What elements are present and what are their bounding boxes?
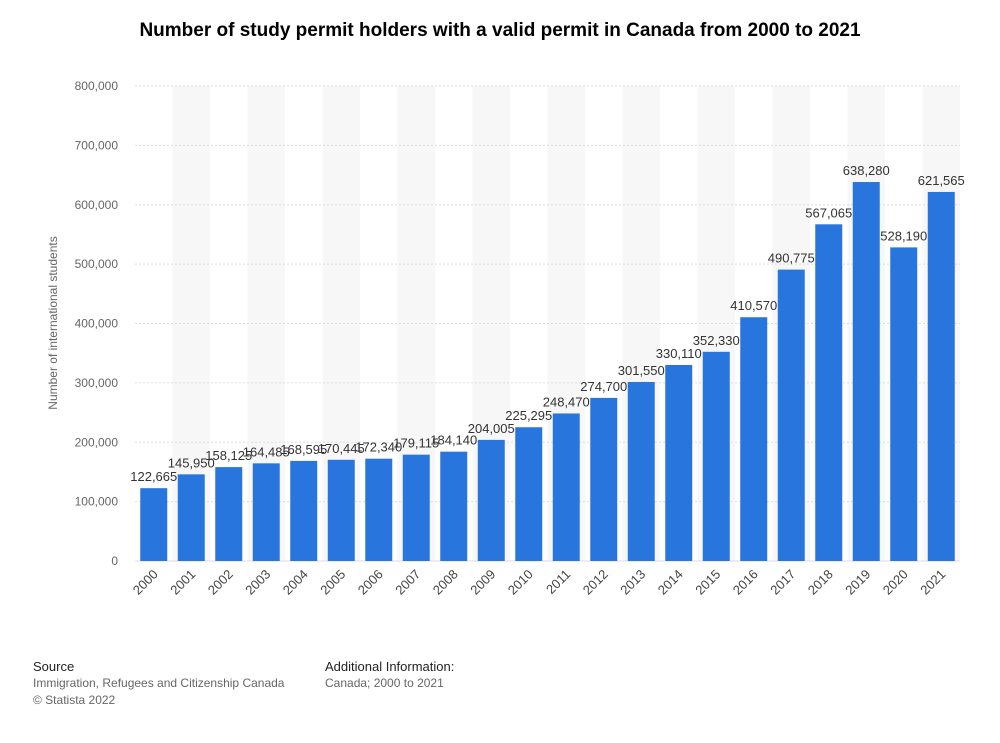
bar-2021[interactable]	[927, 191, 955, 561]
chart-title: Number of study permit holders with a va…	[139, 20, 861, 41]
x-tick-label-2010: 2010	[505, 567, 536, 598]
bar-2019[interactable]	[852, 182, 880, 562]
x-tick-label-2009: 2009	[467, 567, 498, 598]
x-tick-label-2016: 2016	[730, 567, 761, 598]
value-labels: 122,665145,950158,125164,485168,595170,4…	[130, 163, 965, 484]
value-label-2020: 528,190	[880, 228, 927, 243]
value-label-2004: 168,595	[280, 442, 327, 457]
value-label-2007: 179,115	[393, 436, 439, 451]
source-heading: Source	[33, 659, 75, 674]
bar-2001[interactable]	[177, 474, 205, 561]
bar-2004[interactable]	[290, 460, 318, 561]
value-label-2011: 248,470	[543, 394, 590, 409]
value-label-2005: 170,445	[318, 441, 365, 456]
x-tick-label-2011: 2011	[543, 567, 573, 597]
additional-info-block: Additional Information: Canada; 2000 to …	[325, 658, 454, 692]
x-tick-label-2017: 2017	[767, 567, 798, 598]
bar-2017[interactable]	[777, 269, 805, 561]
x-tick-label-2003: 2003	[242, 567, 273, 598]
y-tick-label: 500,000	[75, 257, 119, 271]
bar-2012[interactable]	[590, 397, 618, 561]
x-tick-label-2015: 2015	[692, 567, 723, 598]
y-tick-label: 400,000	[75, 317, 119, 331]
bar-2009[interactable]	[477, 439, 505, 561]
bar-2002[interactable]	[215, 467, 243, 561]
x-tick-label-2020: 2020	[880, 567, 911, 598]
bar-2006[interactable]	[365, 458, 393, 561]
x-tick-label-2001: 2001	[167, 567, 198, 598]
x-axis-ticks: 2000 2001 2002 2003 2004 2005 2006 2007 2008 2009…	[130, 567, 949, 598]
x-tick-label-2021: 2021	[917, 567, 948, 598]
value-label-2008: 184,140	[430, 433, 477, 448]
x-tick-label-2000: 2000	[130, 567, 161, 598]
x-tick-label-2002: 2002	[205, 567, 236, 598]
additional-info-text: Canada; 2000 to 2021	[325, 676, 444, 690]
bar-2010[interactable]	[515, 427, 543, 561]
value-label-2010: 225,295	[505, 408, 552, 423]
x-tick-label-2013: 2013	[617, 567, 648, 598]
x-tick-label-2012: 2012	[580, 567, 611, 598]
x-tick-label-2019: 2019	[842, 567, 873, 598]
source-text: Immigration, Refugees and Citizenship Ca…	[33, 676, 285, 690]
value-label-2006: 172,340	[355, 440, 402, 455]
value-label-2012: 274,700	[580, 379, 627, 394]
additional-info-heading: Additional Information:	[325, 659, 455, 674]
value-label-2013: 301,550	[618, 363, 665, 378]
value-label-2009: 204,005	[468, 421, 515, 436]
value-label-2021: 621,565	[918, 173, 965, 188]
bar-2005[interactable]	[327, 459, 355, 561]
x-tick-label-2007: 2007	[392, 567, 423, 598]
bar-2015[interactable]	[702, 351, 730, 561]
y-tick-label: 800,000	[75, 79, 119, 93]
bar-2018[interactable]	[815, 224, 843, 561]
value-label-2018: 567,065	[805, 205, 852, 220]
x-tick-label-2005: 2005	[317, 567, 348, 598]
y-tick-label: 600,000	[75, 198, 119, 212]
value-label-2017: 490,775	[768, 251, 815, 266]
bars	[140, 182, 955, 562]
y-tick-label: 0	[111, 554, 118, 568]
y-tick-label: 700,000	[75, 138, 119, 152]
y-tick-label: 300,000	[75, 376, 119, 390]
bar-2003[interactable]	[252, 463, 280, 561]
value-label-2003: 164,485	[243, 444, 290, 459]
bar-2014[interactable]	[665, 364, 693, 561]
bar-2008[interactable]	[440, 451, 468, 561]
value-label-2019: 638,280	[843, 163, 890, 178]
y-axis-ticks: 0 100,000 200,000 300,000 400,000 500,000 600,…	[75, 79, 119, 568]
x-tick-label-2008: 2008	[430, 567, 461, 598]
x-tick-label-2006: 2006	[355, 567, 386, 598]
value-label-2016: 410,570	[730, 298, 777, 313]
y-axis-label: Number of international students	[46, 236, 60, 409]
bar-2000[interactable]	[140, 488, 168, 561]
x-tick-label-2004: 2004	[280, 567, 311, 598]
value-label-2000: 122,665	[130, 469, 177, 484]
gridlines	[135, 85, 960, 562]
bar-2011[interactable]	[552, 413, 580, 561]
x-tick-label-2018: 2018	[805, 567, 836, 598]
value-label-2015: 352,330	[693, 333, 740, 348]
value-label-2002: 158,125	[205, 448, 252, 463]
x-tick-label-2014: 2014	[655, 567, 686, 598]
copyright: © Statista 2022	[33, 693, 116, 707]
y-tick-label: 200,000	[75, 435, 119, 449]
y-tick-label: 100,000	[75, 495, 119, 509]
bar-2007[interactable]	[402, 454, 430, 561]
value-label-2014: 330,110	[656, 346, 702, 361]
bar-2020[interactable]	[890, 247, 918, 561]
source-block: Source Immigration, Refugees and Citizen…	[33, 658, 284, 709]
bar-2013[interactable]	[627, 381, 655, 561]
value-label-2001: 145,950	[168, 455, 215, 470]
bar-2016[interactable]	[740, 317, 768, 561]
